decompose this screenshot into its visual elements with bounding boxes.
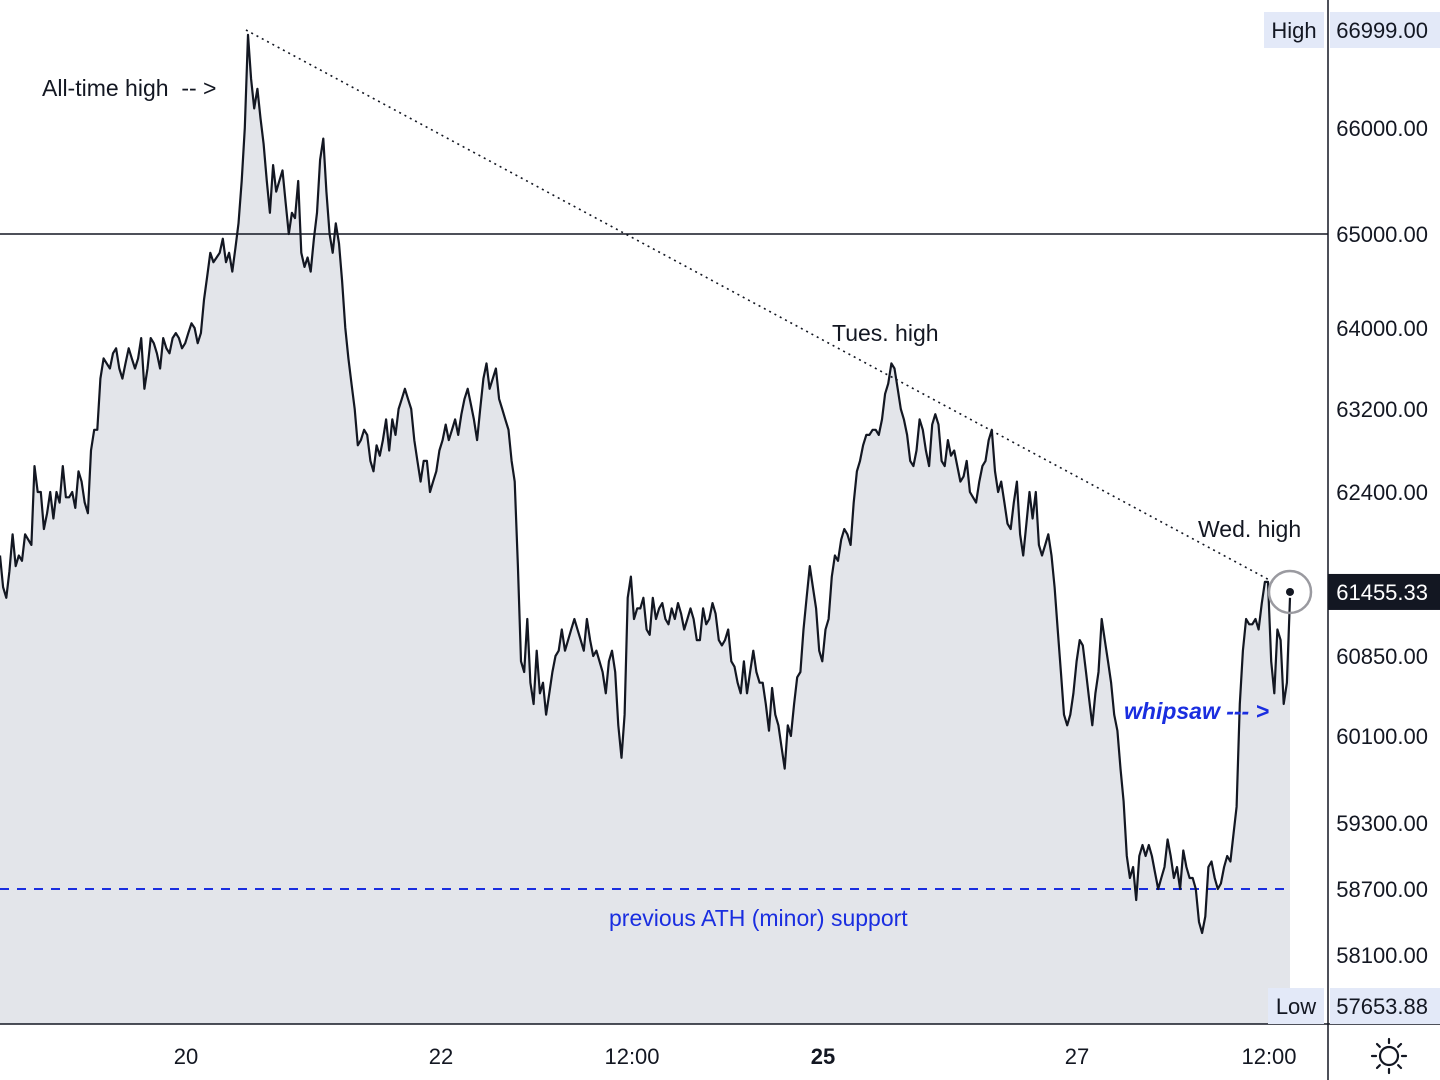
high-badge-label: High [1271,18,1316,43]
downtrend-line [245,29,1274,583]
y-axis-ticks: 66000.00 65000.00 64000.00 63200.00 62400.00… [1336,116,1428,968]
low-badge-value-bg [1330,988,1440,1024]
low-badge-value: 57653.88 [1336,994,1428,1019]
y-tick-label: 66000.00 [1336,116,1428,141]
last-price-badge: 61455.33 [1336,580,1428,605]
price-area-fill [0,34,1290,1024]
high-badge-value-bg [1330,12,1440,48]
annotation-all-time-high: All-time high -- > [42,75,216,101]
annotation-whipsaw: whipsaw --- > [1124,698,1269,724]
high-badge-value: 66999.00 [1336,18,1428,43]
annotation-wed-high: Wed. high [1198,516,1301,542]
x-tick-label: 25 [811,1044,835,1069]
high-badge-label-bg [1264,12,1324,48]
low-badge-label-bg [1268,988,1324,1024]
last-price-badge-bg [1328,573,1440,610]
annotation-tues-high: Tues. high [832,320,939,346]
last-price-dot [1286,587,1294,596]
y-tick-label: 60100.00 [1336,724,1428,749]
annotation-support: previous ATH (minor) support [609,905,908,931]
x-tick-label: 12:00 [1241,1044,1296,1069]
y-tick-label: 62400.00 [1336,480,1428,505]
low-badge-label: Low [1276,994,1316,1019]
last-price-circle [1267,569,1313,615]
y-tick-label: 58100.00 [1336,943,1428,968]
y-tick-label: 64000.00 [1336,316,1428,341]
y-tick-label: 60850.00 [1336,644,1428,669]
y-tick-label: 58700.00 [1336,877,1428,902]
settings-icon[interactable] [1370,1037,1408,1075]
y-tick-label: 65000.00 [1336,222,1428,247]
price-line [0,33,1292,935]
x-axis-ticks: 20 22 12:00 25 27 12:00 [174,1044,1297,1069]
x-tick-label: 22 [429,1044,453,1069]
y-tick-label: 59300.00 [1336,811,1428,836]
x-tick-label: 27 [1065,1044,1089,1069]
x-tick-label: 12:00 [604,1044,659,1069]
y-tick-label: 63200.00 [1336,397,1428,422]
x-tick-label: 20 [174,1044,198,1069]
